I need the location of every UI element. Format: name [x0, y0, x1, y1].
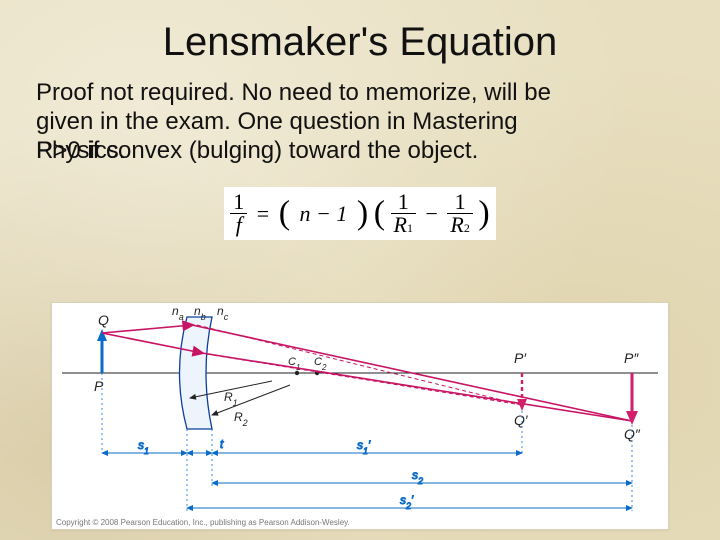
image-double-prime: P″ Q″ [624, 350, 641, 442]
text-line-1: Proof not required. No need to memorize,… [36, 79, 684, 108]
label-Q-dprime: Q″ [624, 426, 641, 442]
frac-1-over-R1: 1 R1 [391, 191, 416, 236]
label-P-dprime: P″ [624, 350, 639, 366]
frac-num: 1 [230, 191, 247, 213]
paren-close-1: ) [357, 195, 368, 232]
label-P-prime: P′ [514, 350, 527, 366]
frac-1-over-R2: 1 R2 [447, 191, 472, 236]
r2-num: 1 [447, 191, 472, 213]
lens: na nb nc R1 R2 [172, 304, 290, 429]
page-title: Lensmaker's Equation [36, 20, 684, 65]
paren-close-2: ) [478, 195, 489, 232]
copyright-text: Copyright © 2008 Pearson Education, Inc.… [56, 518, 350, 527]
text-line-3: Physics. R>0 if convex (bulging) toward … [36, 137, 684, 166]
label-t: t [220, 437, 224, 451]
lensmaker-equation: 1 f = ( n − 1 ) ( 1 R1 − 1 R2 ) [224, 187, 495, 240]
r1-num: 1 [391, 191, 416, 213]
text-physics: Physics. [36, 137, 125, 166]
label-R2: R2 [234, 410, 248, 428]
text-line-2: given in the exam. One question in Maste… [36, 108, 684, 137]
equation-block: 1 f = ( n − 1 ) ( 1 R1 − 1 R2 ) [36, 187, 684, 240]
body-text: Proof not required. No need to memorize,… [36, 79, 684, 165]
dimensions: s1 t s1′ s2 s2′ [102, 437, 632, 511]
label-Q: Q [98, 312, 109, 328]
paren-open-2: ( [374, 195, 385, 232]
label-P: P [94, 378, 104, 394]
n-minus-1: n − 1 [300, 201, 348, 226]
equals-sign: = [253, 201, 273, 226]
ray-diagram: Q P na nb nc R1 R2 C1 C2 [51, 302, 669, 530]
label-Q-prime: Q′ [514, 412, 529, 428]
r1-den: R1 [391, 213, 416, 236]
label-na: na [172, 304, 184, 322]
r2-den: R2 [447, 213, 472, 236]
frac-den: f [236, 212, 242, 237]
slide: Lensmaker's Equation Proof not required.… [0, 0, 720, 540]
paren-open-1: ( [279, 195, 290, 232]
frac-1-over-f: 1 f [230, 191, 247, 236]
label-C2: C2 [314, 356, 327, 372]
object-arrow: Q P [94, 312, 109, 394]
ray-diagram-svg: Q P na nb nc R1 R2 C1 C2 [52, 303, 668, 529]
label-R1: R1 [224, 390, 238, 408]
label-nc: nc [217, 304, 229, 322]
image-prime: P′ Q′ [514, 350, 529, 428]
minus-sign: − [422, 201, 442, 226]
